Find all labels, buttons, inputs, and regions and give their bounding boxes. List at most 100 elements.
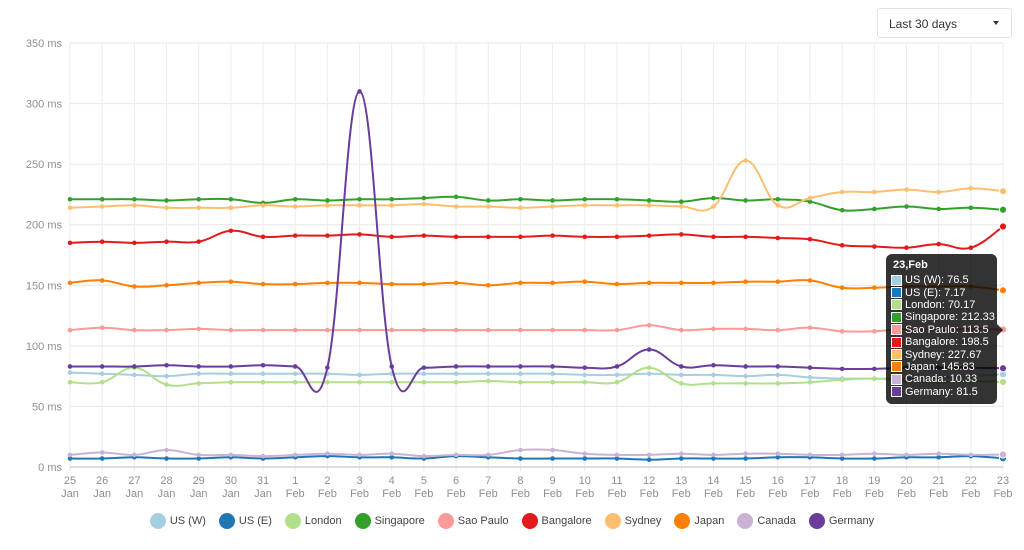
data-point-bangalore[interactable] — [421, 233, 427, 238]
data-point-germany[interactable] — [646, 347, 652, 352]
data-point-singapore[interactable] — [872, 206, 877, 212]
data-point-singapore[interactable] — [904, 204, 909, 209]
data-point-sao-paulo[interactable] — [872, 329, 877, 334]
data-point-singapore[interactable] — [453, 194, 459, 200]
data-point-japan[interactable] — [485, 282, 491, 288]
data-point-us-e[interactable] — [646, 457, 652, 463]
data-point-sao-paulo[interactable] — [582, 327, 588, 333]
data-point-germany[interactable] — [550, 364, 555, 369]
data-point-canada[interactable] — [357, 452, 362, 458]
data-point-canada[interactable] — [614, 452, 620, 458]
data-point-us-w[interactable] — [485, 371, 491, 377]
legend-item-sydney[interactable]: Sydney — [604, 513, 661, 529]
data-point-us-w[interactable] — [228, 371, 234, 377]
data-point-sao-paulo[interactable] — [646, 322, 652, 328]
data-point-singapore[interactable] — [998, 205, 1008, 214]
data-point-sao-paulo[interactable] — [164, 327, 169, 333]
data-point-sao-paulo[interactable] — [228, 327, 234, 333]
data-point-sao-paulo[interactable] — [99, 325, 105, 330]
data-point-london[interactable] — [550, 379, 555, 385]
data-point-us-w[interactable] — [743, 373, 748, 379]
data-point-us-w[interactable] — [260, 371, 266, 377]
data-point-sydney[interactable] — [936, 189, 941, 195]
data-point-bangalore[interactable] — [743, 234, 748, 240]
data-point-bangalore[interactable] — [132, 240, 137, 246]
data-point-germany[interactable] — [998, 364, 1008, 373]
data-point-japan[interactable] — [325, 280, 330, 286]
data-point-canada[interactable] — [711, 452, 716, 458]
data-point-singapore[interactable] — [550, 198, 555, 203]
data-point-japan[interactable] — [775, 279, 781, 284]
data-point-singapore[interactable] — [485, 198, 491, 203]
data-point-japan[interactable] — [711, 280, 716, 286]
data-point-bangalore[interactable] — [582, 234, 588, 240]
data-point-us-w[interactable] — [711, 372, 716, 378]
data-point-us-w[interactable] — [614, 372, 620, 378]
data-point-singapore[interactable] — [807, 199, 813, 204]
data-point-sao-paulo[interactable] — [550, 327, 555, 333]
data-point-sao-paulo[interactable] — [485, 327, 491, 333]
data-point-us-e[interactable] — [775, 455, 781, 460]
data-point-bangalore[interactable] — [389, 234, 395, 240]
data-point-japan[interactable] — [132, 284, 137, 289]
data-point-japan[interactable] — [998, 286, 1008, 295]
data-point-us-w[interactable] — [518, 371, 523, 377]
data-point-canada[interactable] — [518, 447, 523, 453]
data-point-singapore[interactable] — [582, 196, 588, 202]
data-point-singapore[interactable] — [421, 195, 427, 201]
data-point-sao-paulo[interactable] — [678, 327, 684, 333]
data-point-sydney[interactable] — [872, 189, 877, 195]
data-point-japan[interactable] — [839, 285, 845, 291]
data-point-sydney[interactable] — [292, 204, 298, 209]
data-point-japan[interactable] — [614, 281, 620, 287]
data-point-us-e[interactable] — [67, 456, 73, 461]
data-point-london[interactable] — [518, 379, 523, 385]
data-point-sydney[interactable] — [998, 187, 1008, 196]
data-point-bangalore[interactable] — [485, 234, 491, 240]
data-point-japan[interactable] — [743, 279, 748, 284]
data-point-us-w[interactable] — [196, 371, 201, 377]
data-point-bangalore[interactable] — [67, 240, 73, 246]
data-point-london[interactable] — [998, 377, 1008, 387]
data-point-london[interactable] — [260, 379, 266, 385]
legend-item-us-e[interactable]: US (E) — [218, 513, 272, 529]
data-point-germany[interactable] — [614, 364, 620, 369]
data-point-bangalore[interactable] — [325, 233, 330, 238]
data-point-us-e[interactable] — [99, 456, 105, 461]
data-point-bangalore[interactable] — [968, 245, 974, 251]
data-point-sao-paulo[interactable] — [260, 327, 266, 333]
data-point-canada[interactable] — [839, 452, 845, 458]
data-point-japan[interactable] — [389, 281, 395, 287]
data-point-canada[interactable] — [743, 451, 748, 456]
data-point-sydney[interactable] — [550, 204, 555, 209]
data-point-us-e[interactable] — [389, 455, 395, 460]
data-point-singapore[interactable] — [518, 196, 523, 202]
data-point-canada[interactable] — [99, 450, 105, 455]
data-point-sao-paulo[interactable] — [389, 327, 395, 333]
data-point-japan[interactable] — [518, 280, 523, 286]
data-point-bangalore[interactable] — [164, 239, 169, 244]
data-point-singapore[interactable] — [775, 196, 781, 202]
data-point-canada[interactable] — [872, 451, 877, 456]
data-point-sydney[interactable] — [711, 204, 716, 209]
data-point-bangalore[interactable] — [550, 233, 555, 238]
data-point-germany[interactable] — [260, 362, 266, 368]
data-point-us-e[interactable] — [711, 456, 716, 461]
data-point-singapore[interactable] — [936, 206, 941, 212]
data-point-us-e[interactable] — [614, 456, 620, 461]
data-point-sydney[interactable] — [743, 158, 748, 163]
data-point-london[interactable] — [872, 376, 877, 381]
data-point-japan[interactable] — [582, 279, 588, 284]
data-point-bangalore[interactable] — [453, 234, 459, 240]
data-point-sydney[interactable] — [260, 203, 266, 208]
data-point-germany[interactable] — [839, 366, 845, 372]
data-point-london[interactable] — [839, 377, 845, 383]
legend-item-singapore[interactable]: Singapore — [354, 513, 425, 529]
legend-item-canada[interactable]: Canada — [737, 513, 796, 529]
data-point-canada[interactable] — [389, 451, 395, 456]
data-point-japan[interactable] — [357, 280, 362, 286]
data-point-sao-paulo[interactable] — [518, 327, 523, 333]
data-point-canada[interactable] — [807, 452, 813, 458]
data-point-london[interactable] — [99, 379, 105, 385]
data-point-london[interactable] — [646, 365, 652, 370]
